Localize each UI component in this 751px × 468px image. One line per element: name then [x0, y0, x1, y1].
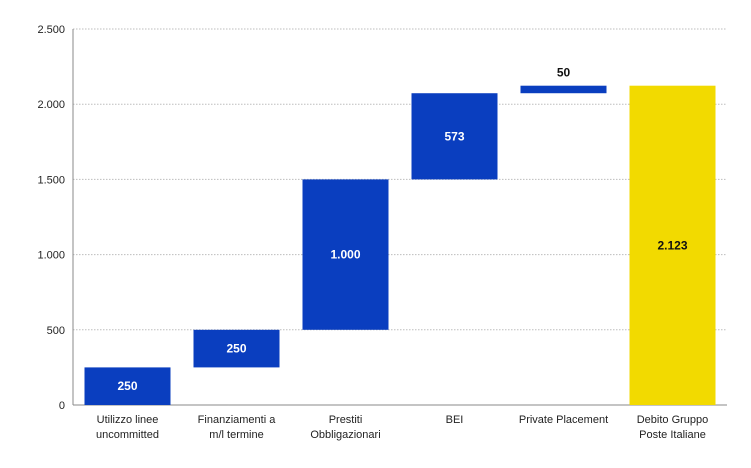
y-tick-label: 1.000: [37, 250, 65, 262]
x-axis-categories: Utilizzo linee uncommitted Finanziamenti a…: [96, 414, 708, 441]
category-label: Prestiti Obbligazionari: [310, 414, 380, 441]
category-label-line: Prestiti: [329, 414, 363, 426]
y-tick-label: 500: [47, 325, 65, 337]
category-label-line: Finanziamenti a: [198, 414, 277, 426]
category-label: Private Placement: [519, 414, 608, 426]
y-tick-label: 2.000: [37, 99, 65, 111]
data-labels: 250 250 1.000 573 50 2.123: [117, 66, 687, 393]
bar-value-label: 250: [226, 342, 246, 356]
y-axis-ticks: 0 500 1.000 1.500 2.000 2.500: [37, 24, 65, 412]
bar-value-label: 1.000: [330, 248, 360, 262]
category-label: Utilizzo linee uncommitted: [96, 414, 159, 441]
category-label-line: Poste Italiane: [639, 429, 706, 441]
category-label-line: uncommitted: [96, 429, 159, 441]
bar-value-label: 573: [444, 129, 464, 143]
bar-value-label: 2.123: [657, 238, 687, 252]
bar-value-label: 50: [557, 66, 571, 80]
bar-value-label: 250: [117, 379, 137, 393]
bars: [84, 85, 716, 405]
increment-bar: [302, 179, 389, 330]
y-tick-label: 1.500: [37, 174, 65, 186]
category-label-line: BEI: [446, 414, 464, 426]
category-label: Finanziamenti a m/l termine: [198, 414, 277, 441]
category-label-line: m/l termine: [209, 429, 263, 441]
category-label-line: Utilizzo linee: [97, 414, 159, 426]
axes: [72, 29, 727, 406]
category-label: BEI: [446, 414, 464, 426]
category-label-line: Debito Gruppo: [637, 414, 709, 426]
category-label-line: Obbligazionari: [310, 429, 380, 441]
total-bar: [629, 85, 716, 405]
y-tick-label: 2.500: [37, 24, 65, 36]
increment-bar: [193, 329, 280, 368]
increment-bar: [84, 367, 171, 405]
grid-lines: [73, 28, 727, 331]
category-label-line: Private Placement: [519, 414, 608, 426]
y-tick-label: 0: [59, 400, 65, 412]
category-label: Debito Gruppo Poste Italiane: [637, 414, 709, 441]
increment-bar: [411, 93, 498, 180]
increment-bar: [520, 85, 607, 94]
